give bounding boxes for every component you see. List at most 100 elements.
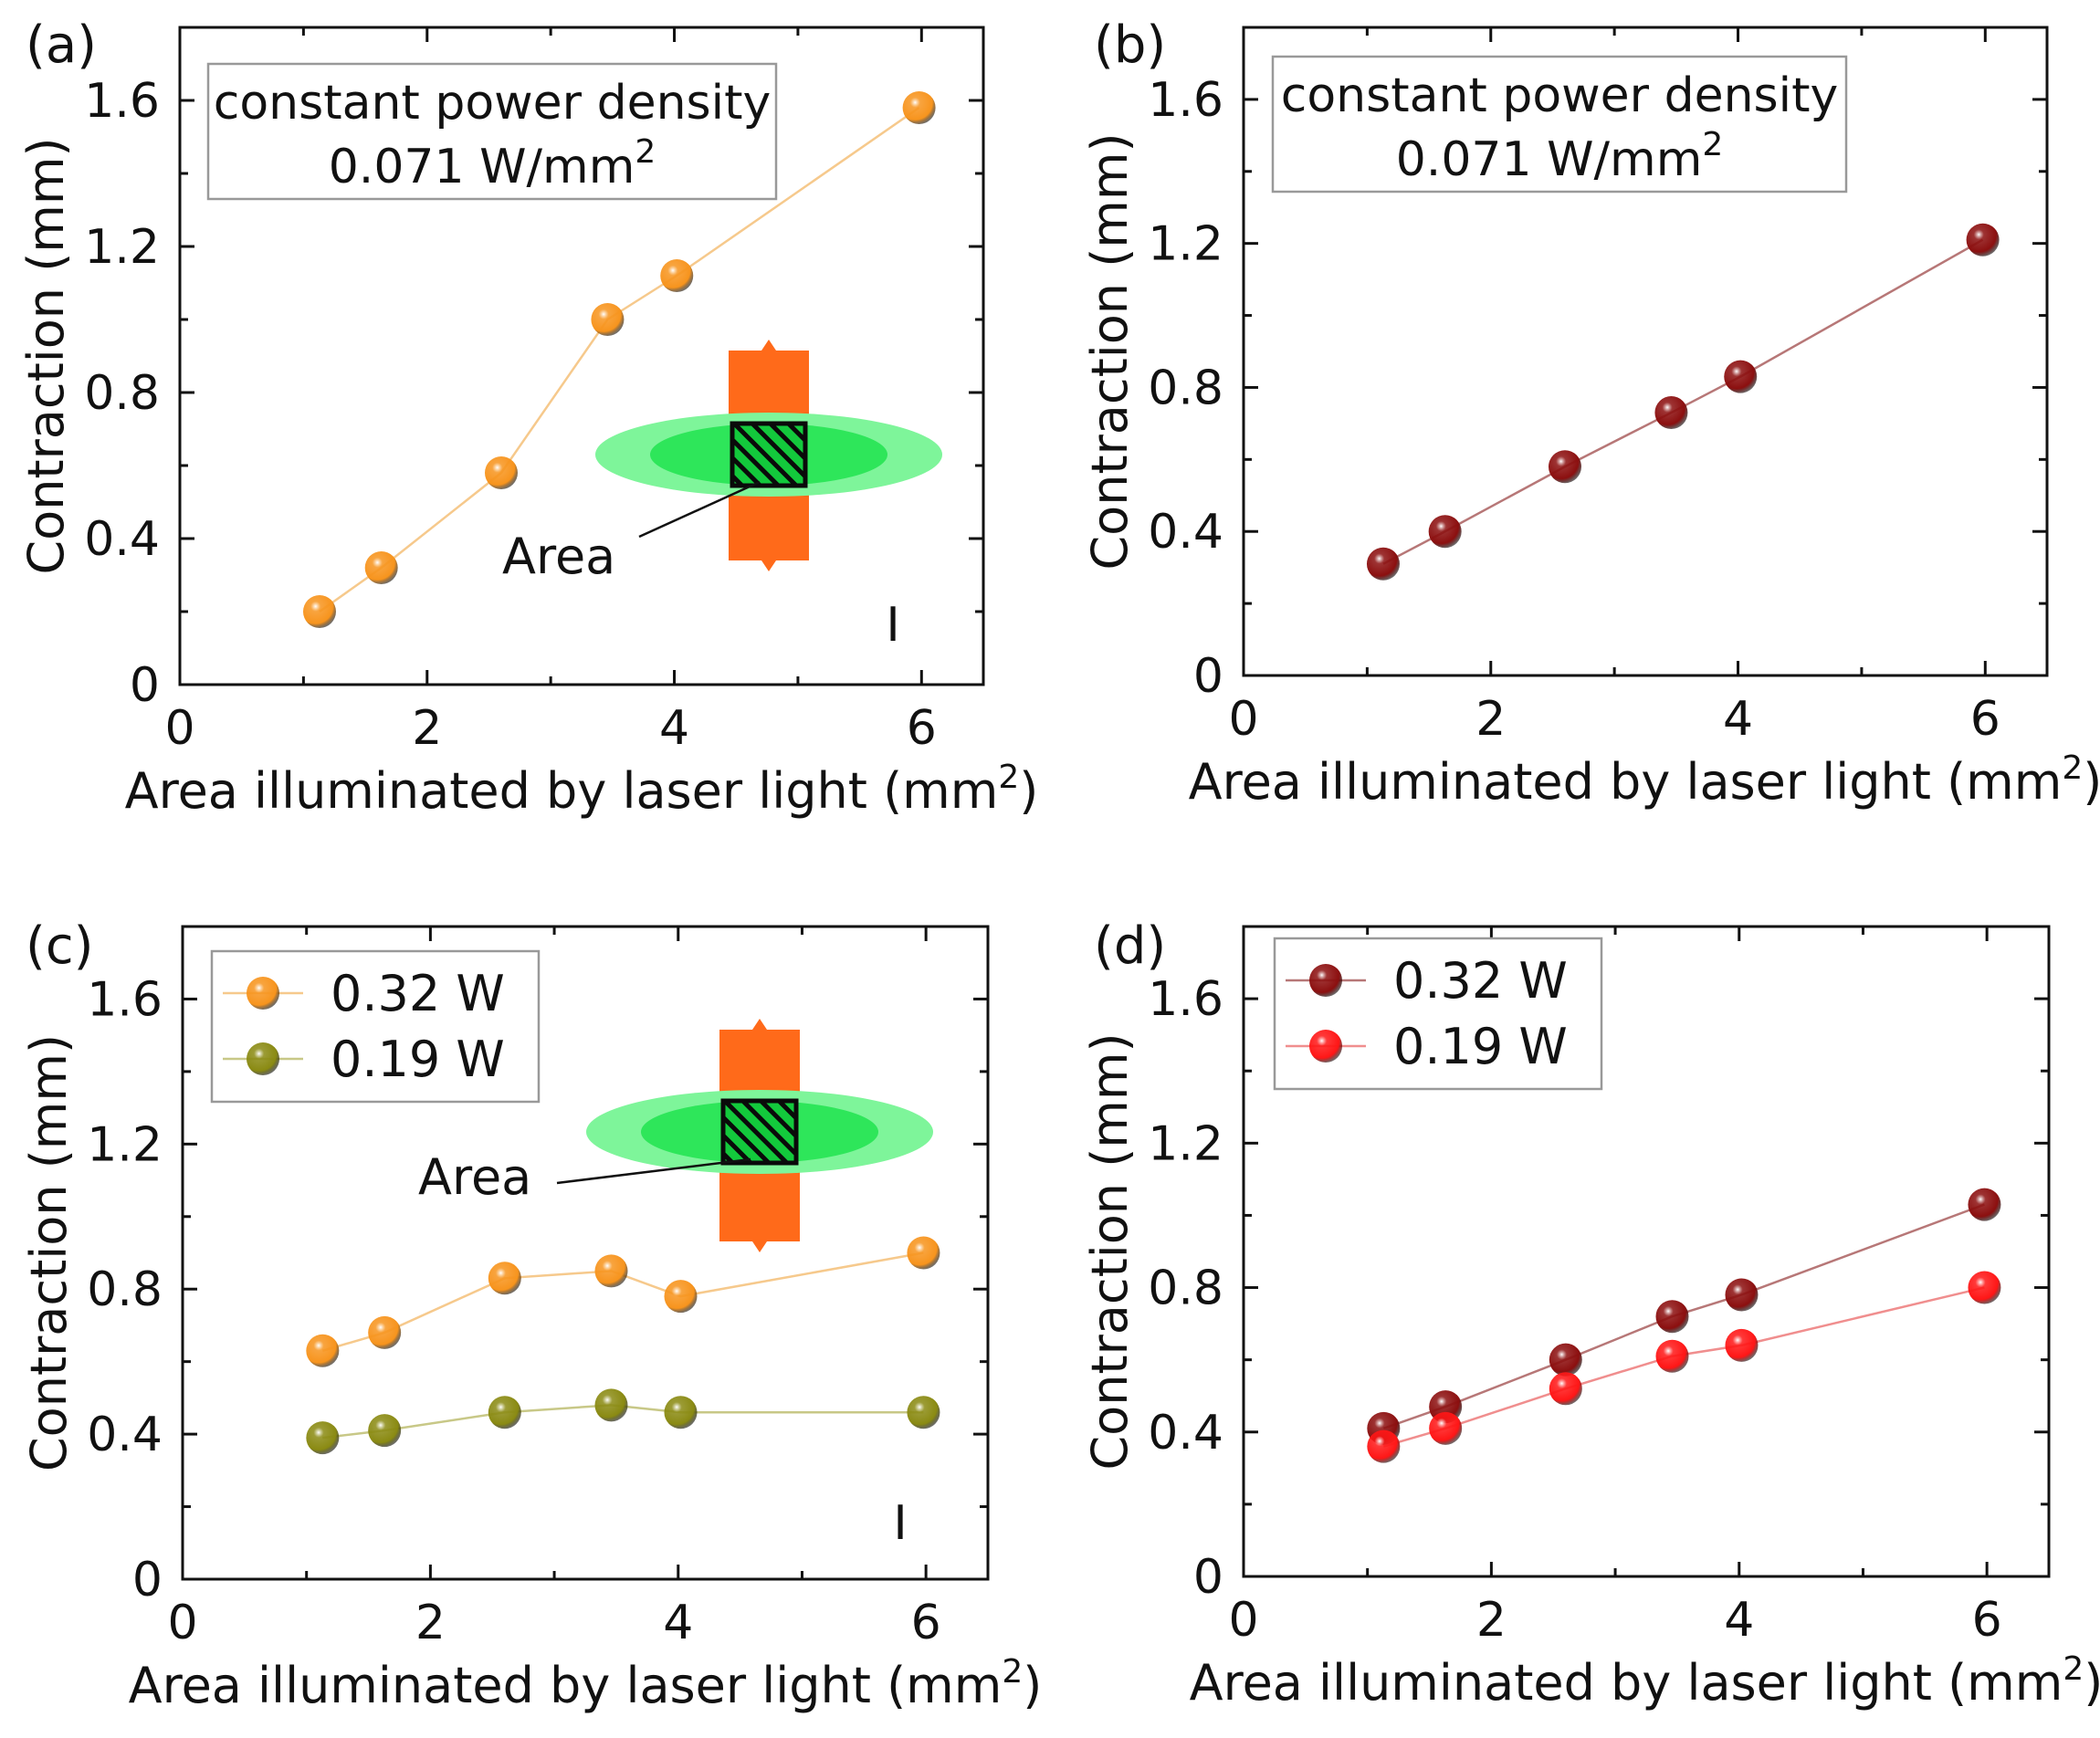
x-axis-label-close: ) xyxy=(1023,1657,1042,1714)
legend-marker xyxy=(1309,964,1342,997)
power-density-line2: 0.071 W/mm2 xyxy=(329,133,656,194)
x-axis-label: Area illuminated by laser light (mm2) xyxy=(1189,749,2100,811)
power-density-sup: 2 xyxy=(635,133,656,171)
x-tick-label: 6 xyxy=(1972,1593,2002,1648)
data-point xyxy=(1428,515,1462,549)
y-tick-label: 1.6 xyxy=(1148,73,1223,128)
x-tick-label: 0 xyxy=(1228,692,1258,747)
data-point xyxy=(1724,360,1758,393)
legend-marker xyxy=(247,1042,279,1075)
data-point xyxy=(306,1334,340,1367)
legend-label: 0.32 W xyxy=(1393,952,1568,1010)
x-tick-label: 6 xyxy=(907,701,937,756)
power-density-value: 0.071 W/mm xyxy=(329,140,635,194)
y-tick-label: 0.4 xyxy=(1148,1406,1223,1461)
power-density-value: 0.071 W/mm xyxy=(1396,132,1703,187)
y-axis-label: Contraction (mm) xyxy=(20,1034,78,1471)
x-axis-label: Area illuminated by laser light (mm2) xyxy=(129,1653,1043,1714)
panel-letter: (c) xyxy=(26,916,93,976)
y-tick-label: 1.2 xyxy=(84,220,160,275)
panel-c: (c) 0 2 4 6 0 0.4 0.8 1.2 1.6 Area illuminated by … xyxy=(20,916,1042,1714)
y-tick-label: 1.2 xyxy=(1148,217,1223,272)
y-axis-label: Contraction (mm) xyxy=(17,137,75,574)
data-point xyxy=(1968,1188,2001,1221)
data-point xyxy=(364,551,398,584)
y-tick-label: 0.4 xyxy=(1148,505,1223,560)
x-tick-label: 2 xyxy=(415,1596,446,1650)
x-axis-label-close: ) xyxy=(2084,1654,2100,1712)
legend-label: 0.19 W xyxy=(331,1031,505,1088)
x-tick-label: 4 xyxy=(659,701,689,756)
x-axis-label: Area illuminated by laser light (mm2) xyxy=(1190,1650,2100,1712)
data-point xyxy=(1366,547,1400,581)
x-axis-label-sup: 2 xyxy=(1002,1653,1023,1691)
power-density-sup: 2 xyxy=(1702,126,1723,163)
y-tick-label: 0 xyxy=(1193,1550,1223,1605)
data-point xyxy=(591,303,625,336)
area-pointer xyxy=(556,1157,751,1185)
data-point xyxy=(306,1421,340,1455)
y-tick-label: 0.8 xyxy=(87,1262,163,1317)
power-density-line1: constant power density xyxy=(214,76,772,131)
data-point xyxy=(1549,450,1581,484)
panel-letter: (b) xyxy=(1094,16,1166,75)
panel-letter: (a) xyxy=(26,16,97,75)
data-point xyxy=(302,595,336,628)
power-density-line2: 0.071 W/mm2 xyxy=(1396,126,1724,187)
x-tick-label: 0 xyxy=(167,1596,197,1650)
x-tick-label: 4 xyxy=(1724,1593,1754,1648)
data-point xyxy=(368,1414,402,1448)
x-axis-label-close: ) xyxy=(1019,762,1038,820)
y-axis-label: Contraction (mm) xyxy=(1081,132,1139,570)
y-tick-label: 1.2 xyxy=(87,1117,163,1172)
plot-frame xyxy=(178,26,985,686)
panel-a: (a) 0 2 4 6 0 0.4 0.8 1.2 1.6 Area illuminated by … xyxy=(17,16,1038,820)
data-point xyxy=(594,1254,628,1288)
illuminated-area xyxy=(720,1098,799,1166)
y-tick-label: 0.4 xyxy=(84,512,160,567)
y-axis-label: Contraction (mm) xyxy=(1081,1032,1139,1470)
data-point xyxy=(1549,1372,1582,1406)
data-point xyxy=(664,1396,698,1429)
legend-label: 0.19 W xyxy=(1393,1018,1568,1075)
data-point xyxy=(368,1315,402,1349)
panel-b: (b) 0 2 4 6 0 0.4 0.8 1.2 1.6 Area illuminated by … xyxy=(1081,16,2100,811)
data-point xyxy=(485,456,518,489)
x-tick-label: 0 xyxy=(1228,1593,1258,1648)
data-point xyxy=(902,91,936,124)
data-point xyxy=(1655,1300,1689,1334)
y-tick-label: 0.8 xyxy=(1148,361,1223,415)
panel-d: (d) 0 2 4 6 0 0.4 0.8 1.2 1.6 Area illuminated by … xyxy=(1081,916,2100,1712)
laser-spot-inset: Area xyxy=(418,1019,933,1252)
x-axis-label-sup: 2 xyxy=(998,759,1019,796)
area-label: Area xyxy=(502,528,615,585)
data-point xyxy=(907,1396,940,1429)
data-point xyxy=(1549,1343,1582,1377)
ibeam-icon: I xyxy=(893,1496,907,1551)
x-tick-label: 4 xyxy=(663,1596,693,1650)
legend: 0.32 W 0.19 W xyxy=(210,949,541,1104)
x-axis-label-sup: 2 xyxy=(2062,749,2083,787)
area-pointer xyxy=(638,480,761,539)
plot-frame xyxy=(1242,26,2049,677)
legend-label: 0.32 W xyxy=(331,965,505,1022)
x-tick-label: 2 xyxy=(1475,692,1506,747)
x-axis-label-text: Area illuminated by laser light (mm xyxy=(1189,753,2063,811)
y-tick-label: 1.6 xyxy=(87,972,163,1027)
data-point xyxy=(660,259,694,292)
y-tick-label: 0 xyxy=(1193,649,1223,704)
x-tick-label: 0 xyxy=(164,701,194,756)
y-tick-label: 0.8 xyxy=(1148,1262,1223,1316)
illuminated-area xyxy=(730,421,808,488)
legend: 0.32 W 0.19 W xyxy=(1273,937,1603,1091)
x-axis-label-text: Area illuminated by laser light (mm xyxy=(129,1657,1003,1714)
x-axis-label-text: Area illuminated by laser light (mm xyxy=(125,762,999,820)
x-axis-label-text: Area illuminated by laser light (mm xyxy=(1190,1654,2063,1712)
x-tick-label: 4 xyxy=(1723,692,1753,747)
data-point xyxy=(1429,1411,1463,1445)
legend-marker xyxy=(247,977,279,1010)
x-axis-label: Area illuminated by laser light (mm2) xyxy=(125,759,1039,820)
